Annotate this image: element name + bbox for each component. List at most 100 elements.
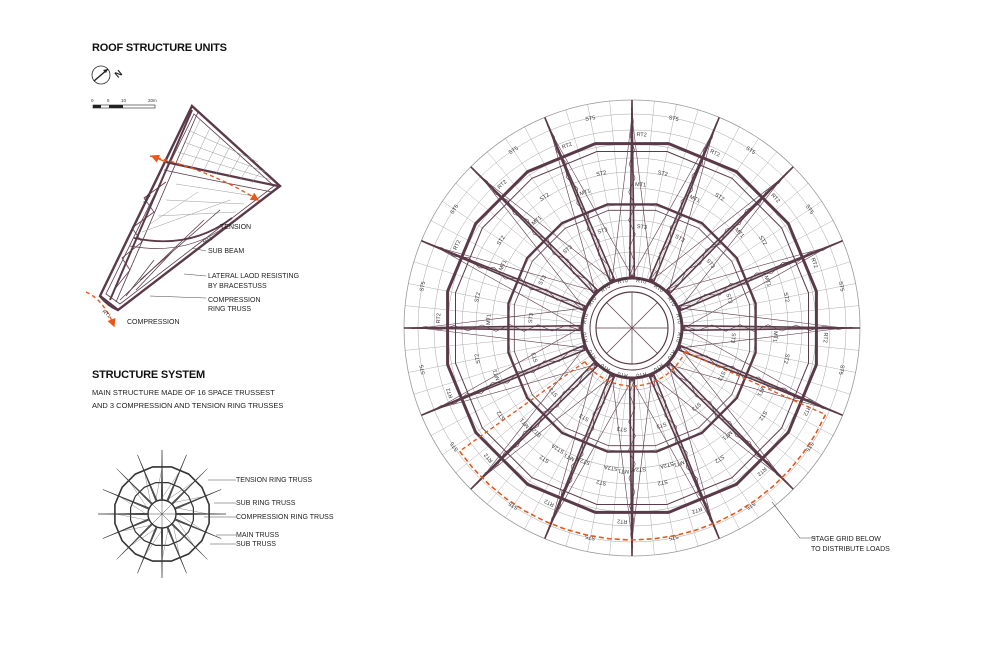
grid-radial [644,109,699,286]
main-truss [421,240,586,312]
units-heading: ROOF STRUCTURE UNITS [92,42,227,54]
grid-radial [430,220,594,308]
small-main-truss [174,489,222,510]
main-truss-lattice [548,376,615,532]
sub-truss [611,376,633,541]
plan-label-ring: RT2 [446,387,455,399]
main-truss-lattice [683,324,853,332]
tension-ring-truss [446,142,818,514]
grid-radial [408,283,589,320]
small-main-truss [174,518,222,539]
plan-label-main: MT1 [755,384,765,397]
plan-label-center: RT0 [674,332,682,343]
grid-radial [408,336,589,373]
small-main-truss [166,526,187,574]
compression-arrow [85,291,116,328]
main-truss [648,117,720,282]
plan-label-center: RT0 [600,362,612,373]
plan-label-outer: ST5 [837,364,845,375]
plan-label-stage: ST2A [603,463,618,471]
plan-label-main: MT1 [688,194,701,204]
plan-label-ring: RT2 [809,257,818,269]
small-sub-ring [129,481,195,547]
plan-label-main: MT1 [618,467,629,474]
grid-radial [675,332,859,351]
stage-outline-inner [584,351,686,387]
plan-label-outer: ST5 [508,146,520,157]
plan-label-outer: ST5 [450,440,461,452]
plan-label-inner: ST3 [531,352,540,363]
plan-label-outer: ST5 [668,533,679,541]
small-sub-truss [173,496,205,503]
plan-label-mid: ST2 [539,192,551,203]
plan-label-center: RT0 [617,278,628,286]
main-truss-lattice [546,124,611,281]
scale-tick-0: 0 [91,98,94,103]
north-scale-block: N 0 5 10 20m [91,65,157,109]
small-sub-truss [115,513,148,521]
grid-radial [670,220,834,308]
scale-tick-5: 5 [107,98,110,103]
grid-radial [565,370,620,547]
wedge-grid [141,119,273,233]
sub-truss [419,327,584,349]
plan-label-stage: ST2A [576,455,591,465]
grid-radial [659,361,777,505]
plan-label-mid: ST2 [713,453,725,464]
label-compression: COMPRESSION [127,319,180,326]
plan-label-inner: ST3 [656,420,667,429]
grid-radial [505,138,608,292]
main-truss-lattice [475,172,594,294]
tension-ring-inner-chord [455,151,809,505]
plan-label-outer: ST5 [744,146,756,157]
scale-tick-10: 10 [121,98,127,103]
plan-label-mid: ST2 [539,453,551,464]
grid-radial [668,352,822,455]
plan-label-mid: ST2 [496,409,507,421]
main-truss-lattice [411,324,581,332]
grid-radial [524,366,612,530]
hub-spoke [606,327,633,354]
description-line-1: MAIN STRUCTURE MADE OF 16 SPACE TRUSSEST [92,388,275,397]
hub-spoke [606,302,633,329]
label-sub-beam: SUB BEAM [208,248,245,255]
plan-label-ring: RT2 [543,498,555,508]
plan-label-ring: RT2 [561,142,573,151]
grid-radial [656,364,759,518]
plan-label-main: MT1 [721,429,733,441]
grid-radial [405,332,589,351]
plan-label-ring: RT2 [497,179,509,190]
small-sub-truss [161,471,180,499]
grid-radial [674,261,851,316]
plan-label-inner: ST3 [538,275,548,287]
north-arrow-icon: N [91,65,124,85]
grid-radial [659,151,777,295]
stage-outline-outer [458,414,827,541]
grid-radial [675,336,856,373]
stage-outline-side [459,361,586,452]
plan-label-stage: ST2A [632,465,646,472]
small-main-truss [102,489,150,510]
grid-radial [675,305,859,324]
plan-label-mid: ST2 [657,478,668,486]
plan-label-center: RT0 [588,296,599,308]
plan-label-center: RT0 [652,362,664,373]
grid-radial [644,370,699,547]
compression-ring-inner [589,285,675,371]
plan-label-mid: ST2 [657,170,668,178]
plan-label-stage: ST2A [659,460,674,469]
small-sub-truss [176,520,195,547]
plan-label-main: MT1 [563,452,576,462]
plan-label-center: RT0 [600,284,612,295]
system-leaders [204,479,236,545]
small-hub-spoke [161,513,173,525]
main-truss-lattice [670,362,789,484]
plan-label-center: RT0 [652,284,664,295]
main-truss [678,344,843,416]
grid-radial [455,355,599,473]
plan-label-outer: ST5 [419,281,427,292]
small-hub-spoke [151,513,163,525]
plan-label-inner: ST3 [716,370,726,382]
main-truss-lattice [428,349,585,414]
grid-radial [665,183,809,301]
